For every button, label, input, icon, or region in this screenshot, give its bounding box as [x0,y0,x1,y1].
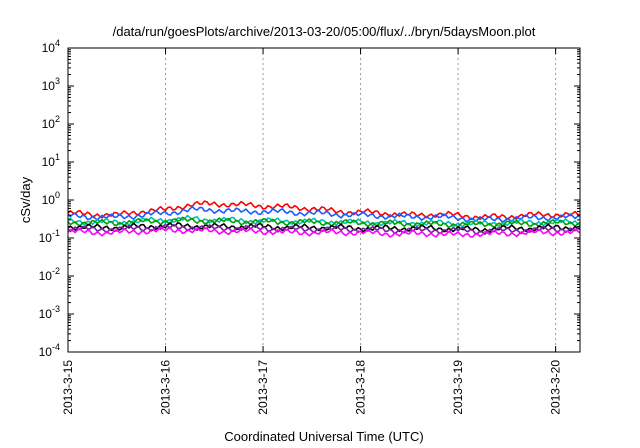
x-tick-label: 2013-3-16 [159,360,173,415]
y-tick-label: 101 [42,152,60,169]
x-tick-label: 2013-3-18 [354,360,368,415]
y-tick-label: 10-1 [39,228,60,245]
y-tick-label: 103 [42,76,60,93]
y-tick-label: 100 [42,190,60,207]
plot-frame [67,47,581,353]
y-tick-label: 10-2 [39,266,60,283]
series-layer [67,200,581,238]
y-axis-label: cSv/day [18,176,33,223]
y-tick-label: 10-4 [39,342,60,359]
series-line [67,205,581,223]
series-line [67,221,581,233]
ticks: 10-4 10-3 10-2 10-1 100 101 102 103 104 2013-3-15… [39,38,580,415]
series-line [67,214,581,228]
x-tick-label: 2013-3-20 [549,360,563,415]
x-tick-label: 2013-3-19 [451,360,465,415]
y-tick-label: 102 [42,114,60,131]
y-tick-label: 104 [42,38,60,55]
x-tick-label: 2013-3-15 [61,360,75,415]
x-axis-label: Coordinated Universal Time (UTC) [224,429,423,444]
grid [165,48,557,352]
series-line [67,200,581,221]
x-tick-label: 2013-3-17 [256,360,270,415]
y-tick-label: 10-3 [39,304,60,321]
series-line [67,226,581,238]
chart-title: /data/run/goesPlots/archive/2013-03-20/0… [113,24,536,39]
